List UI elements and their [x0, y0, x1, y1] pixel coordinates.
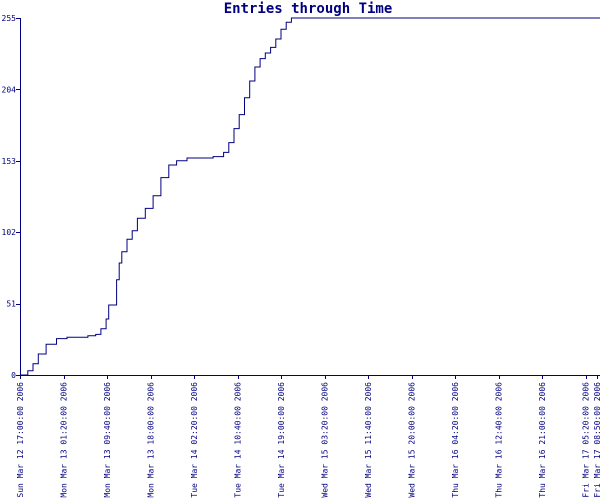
- x-tick-label: Wed Mar 15 20:00:00 2006: [408, 382, 417, 498]
- x-tick-label: Wed Mar 15 11:40:00 2006: [364, 382, 373, 498]
- x-tick-label: Mon Mar 13 09:40:00 2006: [103, 382, 112, 498]
- x-tick-label: Thu Mar 16 04:20:00 2006: [451, 382, 460, 498]
- y-tick-label: 255: [2, 14, 17, 23]
- axis-ticks: [16, 18, 598, 379]
- chart-title: Entries through Time: [224, 1, 393, 17]
- x-tick-label: Wed Mar 15 03:20:00 2006: [321, 382, 330, 498]
- x-tick-label: Tue Mar 14 02:20:00 2006: [190, 382, 199, 498]
- x-tick-label: Tue Mar 14 10:40:00 2006: [234, 382, 243, 498]
- series-line: [20, 17, 600, 376]
- y-tick-label: 153: [2, 157, 17, 166]
- x-tick-label: Mon Mar 13 18:00:00 2006: [147, 382, 156, 498]
- x-tick-label: Tue Mar 14 19:00:00 2006: [277, 382, 286, 498]
- y-tick-label: 51: [6, 300, 16, 309]
- x-axis-tick-labels: Sun Mar 12 17:00:00 2006 Mon Mar 13 01:20…: [16, 382, 600, 498]
- y-tick-label: 204: [2, 85, 17, 94]
- x-tick-label: Fri Mar 17 08:50:00 2006: [593, 382, 600, 498]
- x-tick-label: Thu Mar 16 12:40:00 2006: [495, 382, 504, 498]
- x-tick-label: Mon Mar 13 01:20:00 2006: [60, 382, 69, 498]
- x-tick-label: Fri Mar 17 05:20:00 2006: [582, 382, 591, 498]
- x-tick-label: Sun Mar 12 17:00:00 2006: [16, 382, 25, 498]
- y-tick-label: 102: [2, 228, 17, 237]
- y-tick-label: 0: [11, 371, 16, 380]
- y-axis-tick-labels: 0 51 102 153 204 255: [2, 14, 17, 380]
- x-tick-label: Thu Mar 16 21:00:00 2006: [538, 382, 547, 498]
